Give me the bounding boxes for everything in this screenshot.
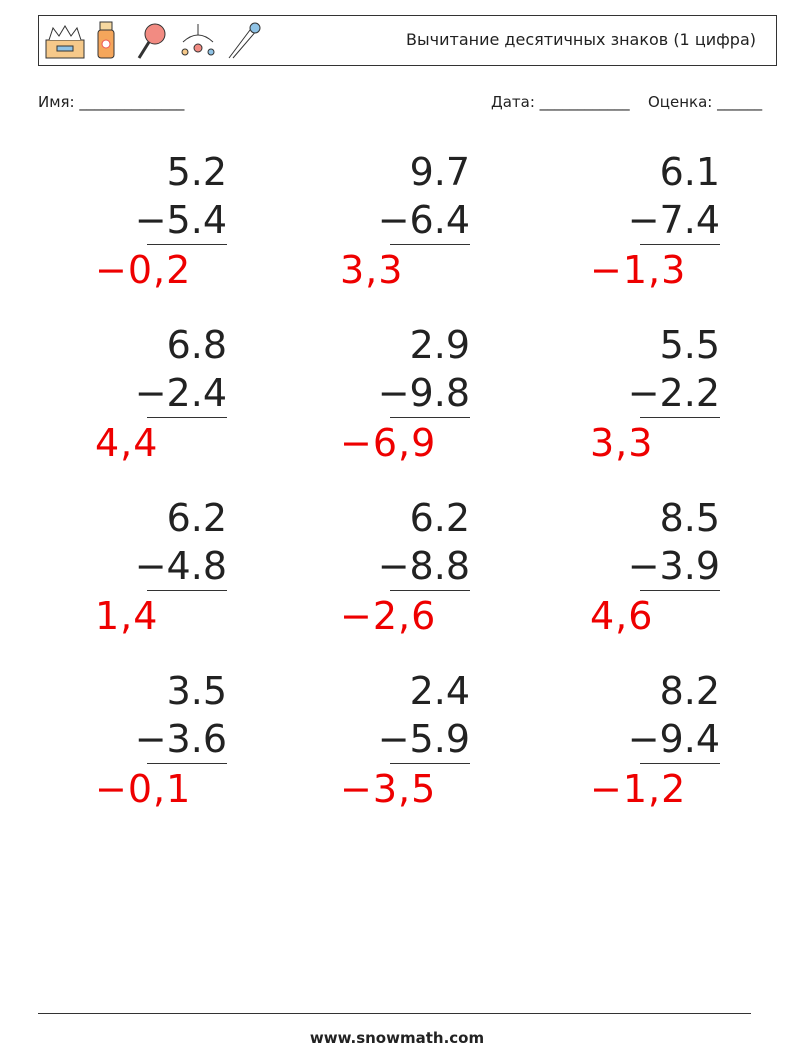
answer-rule: [147, 590, 227, 591]
answer-rule: [640, 244, 720, 245]
icon-rattle: [137, 23, 166, 59]
bottom-number: −9.4: [627, 717, 720, 761]
answer-rule: [147, 417, 227, 418]
header-box: Вычитание десятичных знаков (1 цифра): [38, 15, 777, 66]
icon-bottle: [97, 21, 115, 59]
bottom-number: −2.2: [627, 371, 720, 415]
answer: −0,1: [95, 767, 192, 811]
answer-rule: [390, 244, 470, 245]
answer: −0,2: [95, 248, 192, 292]
top-number: 6.2: [409, 496, 470, 540]
bottom-number: −5.4: [134, 198, 227, 242]
answer: −1,3: [590, 248, 687, 292]
top-number: 6.2: [166, 496, 227, 540]
answer-rule: [147, 763, 227, 764]
top-number: 8.2: [659, 669, 720, 713]
icon-pin: [228, 22, 261, 59]
top-number: 2.4: [409, 669, 470, 713]
bottom-number: −8.8: [377, 544, 470, 588]
top-number: 9.7: [409, 150, 470, 194]
name-field: Имя: ______________: [38, 93, 185, 111]
answer: 3,3: [340, 248, 404, 292]
top-number: 6.1: [659, 150, 720, 194]
answer-rule: [390, 763, 470, 764]
grade-field: Оценка: ______: [648, 93, 763, 111]
footer-url: www.snowmath.com: [309, 1029, 485, 1047]
answer-rule: [390, 590, 470, 591]
answer-rule: [640, 763, 720, 764]
top-number: 8.5: [659, 496, 720, 540]
answer: 1,4: [95, 594, 159, 638]
answer-rule: [640, 417, 720, 418]
top-number: 3.5: [166, 669, 227, 713]
bottom-number: −9.8: [377, 371, 470, 415]
answer: 3,3: [590, 421, 654, 465]
bottom-number: −3.9: [627, 544, 720, 588]
answer-rule: [390, 417, 470, 418]
bottom-number: −3.6: [134, 717, 227, 761]
answer: 4,6: [590, 594, 654, 638]
answer-rule: [640, 590, 720, 591]
date-field: Дата: ____________: [491, 93, 630, 111]
answer: −1,2: [590, 767, 687, 811]
icon-tissue-box: [45, 25, 85, 59]
top-number: 2.9: [409, 323, 470, 367]
bottom-number: −4.8: [134, 544, 227, 588]
top-number: 5.2: [166, 150, 227, 194]
answer: 4,4: [95, 421, 159, 465]
bottom-number: −2.4: [134, 371, 227, 415]
icon-mobile: [181, 24, 215, 56]
bottom-number: −6.4: [377, 198, 470, 242]
top-number: 6.8: [166, 323, 227, 367]
title: Вычитание десятичных знаков (1 цифра): [406, 30, 756, 49]
bottom-number: −7.4: [627, 198, 720, 242]
answer-rule: [147, 244, 227, 245]
top-number: 5.5: [659, 323, 720, 367]
header-icons: [45, 21, 261, 59]
footer-rule: [38, 1013, 751, 1014]
answer: −3,5: [340, 767, 437, 811]
answer: −6,9: [340, 421, 437, 465]
answer: −2,6: [340, 594, 437, 638]
bottom-number: −5.9: [377, 717, 470, 761]
